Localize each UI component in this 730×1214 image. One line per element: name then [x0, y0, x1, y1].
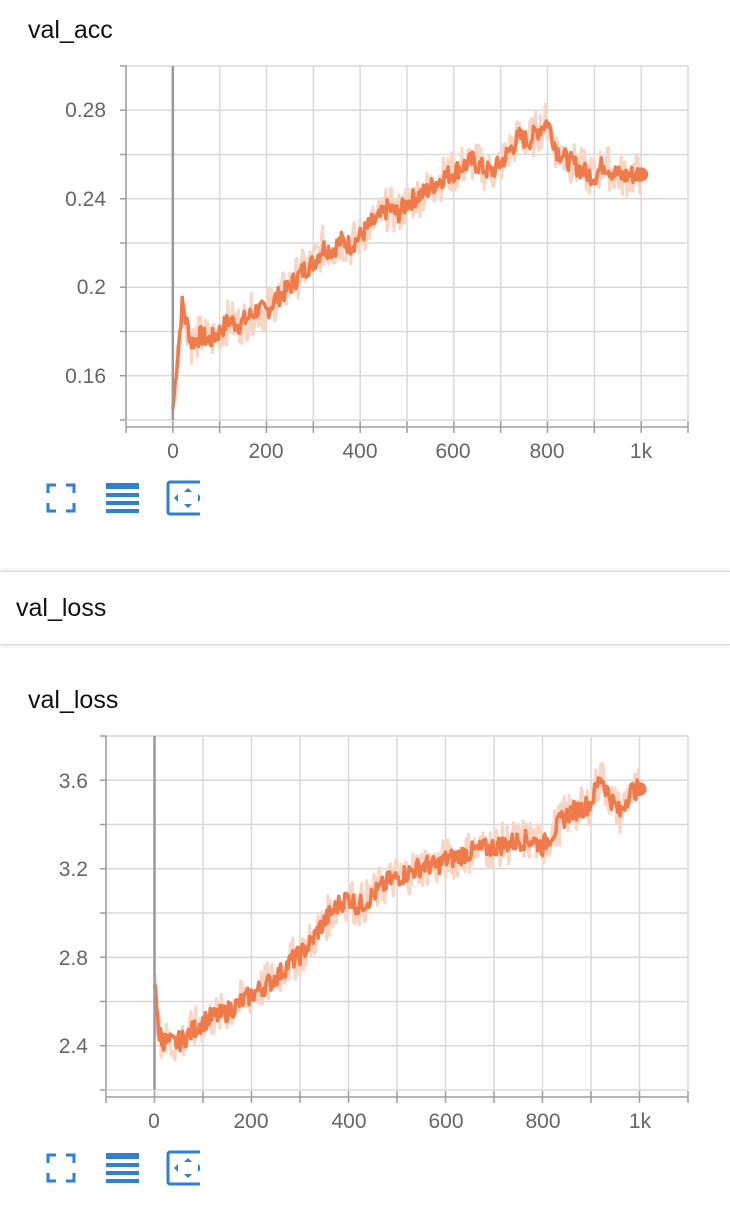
- smoothed-series: [171, 119, 649, 410]
- section-title: val_loss: [16, 594, 107, 622]
- smoothed-series: [152, 776, 647, 1053]
- fit-domain-icon: [166, 1150, 200, 1186]
- fullscreen-icon: [46, 1153, 76, 1183]
- chart-toolbar: [44, 1150, 200, 1186]
- val-loss-chart: 3.6 3.2 2.8 2.4 0 200 400 600 800 1k: [59, 735, 689, 1133]
- val-acc-chart: 0.28 0.24 0.2 0.16 0 200 400 600 800 1k: [65, 65, 689, 463]
- series-end-point: [634, 167, 649, 182]
- fullscreen-icon: [46, 483, 76, 513]
- axes: [120, 65, 689, 433]
- grid: [125, 65, 689, 421]
- y-tick-label: 0.16: [65, 365, 106, 388]
- chart-toolbar: [44, 480, 200, 516]
- y-tick-label: 3.2: [59, 858, 88, 881]
- x-tick-label: 600: [435, 440, 470, 463]
- fit-domain-button[interactable]: [166, 1150, 200, 1186]
- x-tick-label: 600: [428, 1110, 463, 1133]
- x-tick-label: 1k: [629, 1110, 652, 1133]
- list-icon: [106, 1153, 139, 1183]
- y-tick-label: 2.4: [59, 1035, 89, 1058]
- toggle-y-log-button[interactable]: [105, 1151, 139, 1185]
- x-tick-label: 200: [233, 1110, 268, 1133]
- x-tick-label: 0: [148, 1110, 160, 1133]
- fullscreen-button[interactable]: [44, 1151, 78, 1185]
- x-tick-label: 800: [529, 440, 564, 463]
- x-tick-label: 200: [248, 440, 283, 463]
- fit-domain-icon: [166, 480, 200, 516]
- series-end-point: [632, 782, 647, 797]
- x-tick-label: 0: [167, 440, 179, 463]
- y-tick-label: 0.28: [65, 99, 106, 122]
- x-tick-label: 400: [342, 440, 377, 463]
- section-header[interactable]: val_loss: [0, 571, 730, 645]
- y-tick-label: 0.24: [65, 188, 106, 211]
- x-tick-label: 400: [331, 1110, 366, 1133]
- x-tick-label: 800: [525, 1110, 560, 1133]
- list-icon: [106, 483, 139, 513]
- y-tick-label: 2.8: [59, 947, 88, 970]
- toggle-y-log-button[interactable]: [105, 481, 139, 515]
- chart-title-val-acc: val_acc: [28, 16, 113, 44]
- axes: [100, 735, 689, 1103]
- fit-domain-button[interactable]: [166, 480, 200, 516]
- fullscreen-button[interactable]: [44, 481, 78, 515]
- y-tick-label: 3.6: [59, 770, 88, 793]
- y-tick-label: 0.2: [77, 276, 106, 299]
- series-line: [152, 776, 642, 1053]
- x-tick-label: 1k: [630, 440, 653, 463]
- chart-title-val-loss: val_loss: [28, 686, 119, 714]
- series-line: [171, 119, 643, 410]
